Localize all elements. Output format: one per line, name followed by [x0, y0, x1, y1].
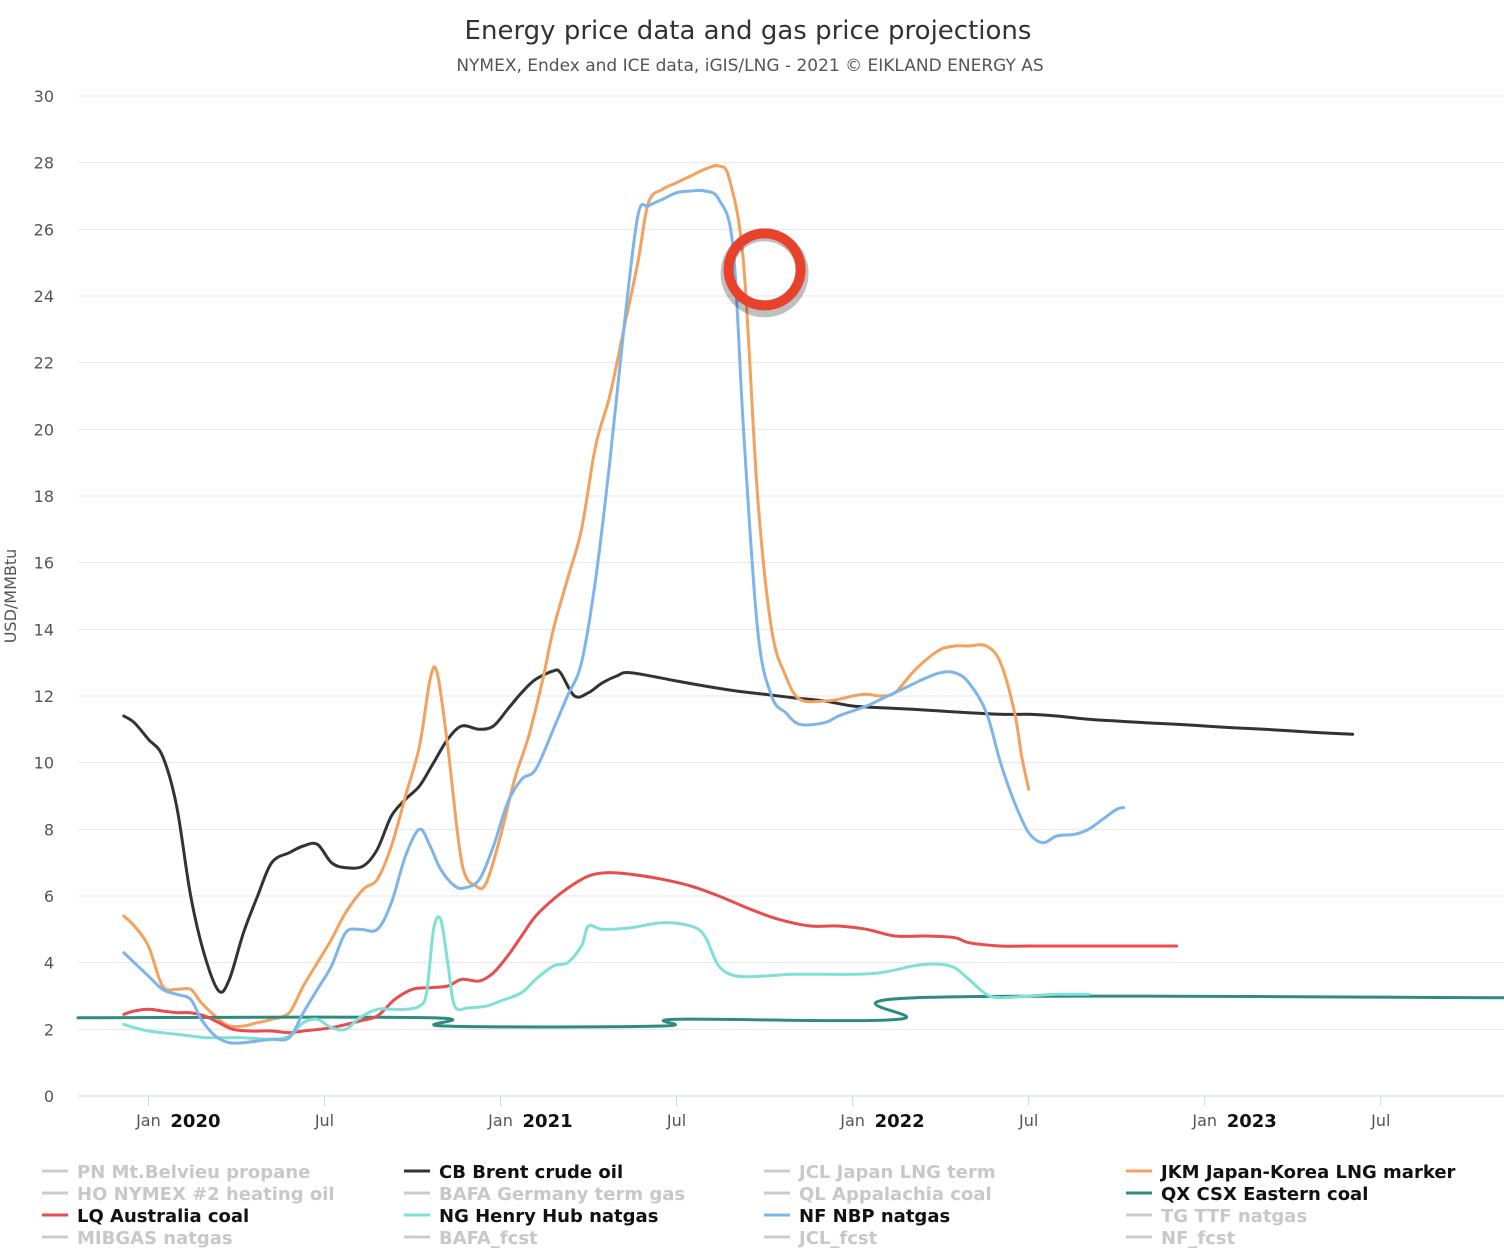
y-axis-label: USD/MMBtu [1, 549, 20, 644]
legend-label: HO NYMEX #2 heating oil [77, 1184, 335, 1205]
legend-label: JKM Japan-Korea LNG marker [1159, 1162, 1456, 1183]
legend-item[interactable]: PN Mt.Belvieu propane [42, 1162, 310, 1183]
x-tick-label: Jul [666, 1111, 686, 1130]
legend-label: CB Brent crude oil [439, 1162, 623, 1183]
legend-item[interactable]: NF_fcst [1126, 1228, 1236, 1249]
x-tick-label: Jul [1370, 1111, 1390, 1130]
highlight-marker-layer [720, 228, 809, 318]
legend-label: TG TTF natgas [1161, 1206, 1307, 1227]
legend-label: LQ Australia coal [77, 1206, 249, 1227]
y-tick-label: 8 [44, 820, 54, 839]
legend-item[interactable]: LQ Australia coal [42, 1206, 249, 1227]
legend-item[interactable]: NG Henry Hub natgas [404, 1206, 658, 1227]
energy-price-chart: Energy price data and gas price projecti… [1, 16, 1504, 1132]
x-tick-year-label: 2023 [1227, 1111, 1277, 1132]
series-line-lq-australia-coal[interactable] [122, 871, 1178, 1035]
y-tick-label: 4 [44, 954, 54, 973]
legend-item[interactable]: BAFA_fcst [404, 1228, 538, 1249]
x-tick-label: Jul [314, 1111, 334, 1130]
legend-item[interactable]: QL Appalachia coal [764, 1184, 992, 1205]
y-tick-label: 24 [34, 287, 54, 306]
legend-item[interactable]: QX CSX Eastern coal [1126, 1184, 1368, 1205]
legend-label: NF_fcst [1161, 1228, 1236, 1249]
y-tick-label: 20 [34, 420, 54, 439]
x-tick-label: Jan [135, 1111, 161, 1130]
y-tick-label: 6 [44, 887, 54, 906]
x-tick-year-label: 2021 [523, 1111, 573, 1132]
y-tick-label: 12 [34, 687, 54, 706]
x-tick-year-label: 2020 [170, 1111, 220, 1132]
x-axis: Jan 2020 Jul Jan 2021 Jul Jan 2022 Jul Jan 2023 Jul [135, 1096, 1390, 1132]
legend-label: JCL_fcst [797, 1228, 878, 1249]
legend-item[interactable]: NF NBP natgas [764, 1206, 950, 1227]
y-tick-label: 10 [34, 754, 54, 773]
x-tick-label: Jan [1191, 1111, 1217, 1130]
legend-label: BAFA Germany term gas [439, 1184, 685, 1205]
x-tick-label: Jul [1018, 1111, 1038, 1130]
series-line-cb-brent-crude-oil[interactable] [122, 668, 1355, 994]
x-tick-label: Jan [487, 1111, 513, 1130]
series-line-jkm-japan-korea-lng-marker[interactable] [122, 164, 1031, 1029]
series-line-nf-nbp-natgas[interactable] [122, 188, 1126, 1045]
y-tick-label: 14 [34, 620, 54, 639]
legend-item[interactable]: BAFA Germany term gas [404, 1184, 685, 1205]
highlight-circle-marker [723, 228, 806, 311]
legend-item[interactable]: JCL Japan LNG term [764, 1162, 996, 1183]
y-tick-label: 0 [44, 1087, 54, 1106]
legend-item[interactable]: TG TTF natgas [1126, 1206, 1307, 1227]
legend-label: PN Mt.Belvieu propane [77, 1162, 310, 1183]
chart-subtitle: NYMEX, Endex and ICE data, iGIS/LNG - 20… [456, 56, 1043, 76]
x-tick-year-label: 2022 [875, 1111, 925, 1132]
legend-label: JCL Japan LNG term [797, 1162, 996, 1183]
y-tick-label: 28 [34, 154, 54, 173]
legend-item[interactable]: CB Brent crude oil [404, 1162, 623, 1183]
legend-item[interactable]: JCL_fcst [764, 1228, 878, 1249]
chart-title: Energy price data and gas price projecti… [465, 16, 1032, 46]
y-tick-label: 2 [44, 1020, 54, 1039]
x-tick-label: Jan [839, 1111, 865, 1130]
legend-label: MIBGAS natgas [77, 1228, 233, 1249]
legend-item[interactable]: JKM Japan-Korea LNG marker [1126, 1162, 1456, 1183]
y-tick-label: 18 [34, 487, 54, 506]
legend-label: NF NBP natgas [799, 1206, 950, 1227]
legend-label: QX CSX Eastern coal [1161, 1184, 1368, 1205]
y-tick-label: 26 [34, 220, 54, 239]
legend-label: BAFA_fcst [439, 1228, 538, 1249]
y-tick-label: 30 [34, 87, 54, 106]
y-tick-label: 22 [34, 354, 54, 373]
legend-label: QL Appalachia coal [799, 1184, 992, 1205]
legend-label: NG Henry Hub natgas [439, 1206, 658, 1227]
legend-item[interactable]: HO NYMEX #2 heating oil [42, 1184, 335, 1205]
y-tick-label: 16 [34, 554, 54, 573]
legend-item[interactable]: MIBGAS natgas [42, 1228, 233, 1249]
plot-series [76, 164, 1504, 1045]
